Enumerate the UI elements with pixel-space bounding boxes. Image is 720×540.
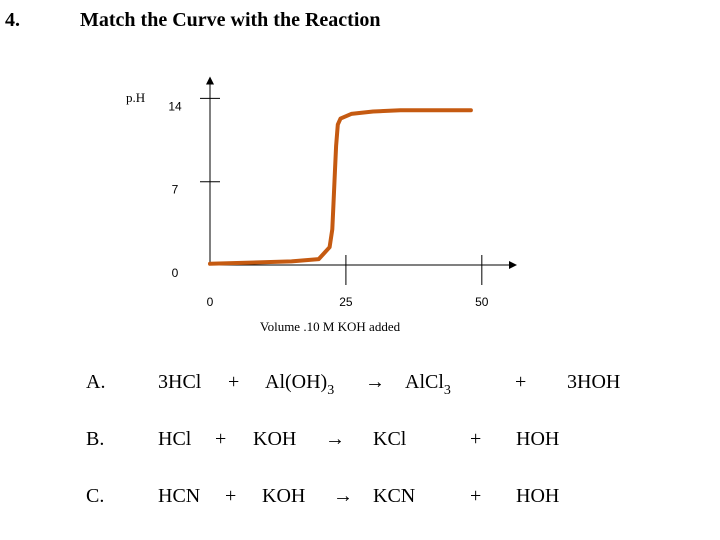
reaction-label: C. bbox=[86, 485, 104, 507]
y-axis-label: p.H bbox=[126, 90, 145, 105]
reaction-term: HOH bbox=[516, 485, 559, 507]
y-tick-label: 14 bbox=[168, 99, 182, 113]
x-tick-label: 50 bbox=[475, 295, 489, 309]
reaction-term: + bbox=[515, 371, 526, 393]
term-text: → bbox=[365, 371, 385, 393]
reaction-term: Al(OH)3 bbox=[265, 371, 334, 398]
reaction-term: + bbox=[215, 428, 226, 450]
reaction-term: + bbox=[228, 371, 239, 393]
reaction-term: KOH bbox=[253, 428, 296, 450]
term-text: 3HOH bbox=[567, 371, 620, 393]
term-text: KCN bbox=[373, 485, 415, 507]
x-axis-arrow bbox=[509, 261, 517, 269]
y-tick-label: 7 bbox=[172, 183, 179, 197]
term-text: KOH bbox=[262, 485, 305, 507]
term-text: AlCl bbox=[405, 371, 444, 393]
reaction-term: → bbox=[333, 485, 353, 507]
term-text: KCl bbox=[373, 428, 407, 450]
term-subscript: 3 bbox=[327, 383, 334, 398]
reaction-label: A. bbox=[86, 371, 105, 393]
term-text: + bbox=[470, 428, 481, 450]
reaction-label: B. bbox=[86, 428, 104, 450]
term-text: + bbox=[470, 485, 481, 507]
term-subscript: 3 bbox=[444, 383, 451, 398]
term-text: + bbox=[228, 371, 239, 393]
question-number: 4. bbox=[5, 9, 20, 31]
reaction-term: HOH bbox=[516, 428, 559, 450]
reaction-term: 3HOH bbox=[567, 371, 620, 393]
titration-curve bbox=[208, 108, 473, 266]
term-text: HOH bbox=[516, 428, 559, 450]
term-text: HOH bbox=[516, 485, 559, 507]
title: Match the Curve with the Reaction bbox=[80, 9, 381, 31]
term-text: HCN bbox=[158, 485, 200, 507]
reaction-term: 3HCl bbox=[158, 371, 202, 393]
term-text: → bbox=[325, 428, 345, 450]
term-text: Al(OH) bbox=[265, 371, 327, 393]
reaction-term: + bbox=[470, 428, 481, 450]
term-text: + bbox=[515, 371, 526, 393]
term-text: + bbox=[215, 428, 226, 450]
reaction-term: HCl bbox=[158, 428, 192, 450]
term-text: 3HCl bbox=[158, 371, 202, 393]
x-tick-label: 0 bbox=[207, 295, 214, 309]
y-axis-arrow bbox=[206, 76, 214, 85]
reaction-term: + bbox=[225, 485, 236, 507]
reaction-term: KCN bbox=[373, 485, 415, 507]
term-text: HCl bbox=[158, 428, 192, 450]
y-tick-label: 0 bbox=[172, 266, 179, 280]
x-tick-label: 25 bbox=[339, 295, 353, 309]
reaction-term: AlCl3 bbox=[405, 371, 451, 398]
reaction-term: KOH bbox=[262, 485, 305, 507]
reaction-term: KCl bbox=[373, 428, 407, 450]
term-text: + bbox=[225, 485, 236, 507]
reaction-term: + bbox=[470, 485, 481, 507]
term-text: KOH bbox=[253, 428, 296, 450]
x-axis-label: Volume .10 M KOH added bbox=[260, 319, 401, 334]
reaction-term: → bbox=[365, 371, 385, 393]
reaction-term: → bbox=[325, 428, 345, 450]
term-text: → bbox=[333, 485, 353, 507]
reaction-term: HCN bbox=[158, 485, 200, 507]
